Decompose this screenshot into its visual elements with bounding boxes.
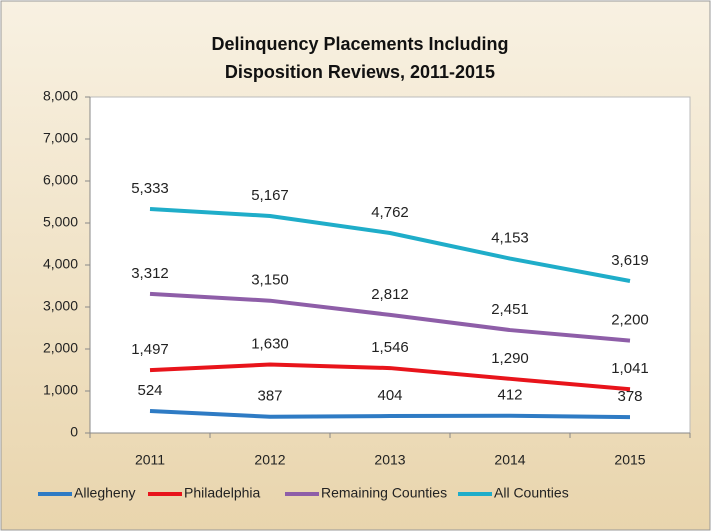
legend-label: All Counties: [494, 485, 569, 501]
legend-label: Philadelphia: [184, 485, 260, 501]
legend-label: Remaining Counties: [321, 485, 447, 501]
series-line: [149, 207, 631, 283]
data-label: 404: [377, 387, 402, 404]
y-tick-label: 5,000: [43, 214, 78, 230]
data-label: 4,762: [371, 204, 409, 221]
data-label: 3,312: [131, 265, 169, 282]
data-label: 1,497: [131, 341, 169, 358]
y-tick-label: 7,000: [43, 130, 78, 146]
data-label: 1,290: [491, 350, 529, 367]
data-label: 412: [497, 387, 522, 404]
data-label: 2,451: [491, 301, 529, 318]
data-label: 3,619: [611, 252, 649, 269]
x-tick-label: 2013: [374, 452, 405, 468]
series-line: [149, 362, 631, 392]
data-label: 2,812: [371, 286, 409, 303]
plot-area: [89, 96, 691, 434]
x-tick-label: 2014: [494, 452, 525, 468]
y-tick-label: 2,000: [43, 340, 78, 356]
data-label: 5,333: [131, 180, 169, 197]
y-tick-label: 3,000: [43, 298, 78, 314]
series-line: [149, 408, 631, 420]
x-tick-label: 2011: [135, 452, 165, 468]
data-label: 1,546: [371, 339, 409, 356]
data-label: 1,630: [251, 336, 289, 353]
chart-subtitle: Disposition Reviews, 2011-2015: [225, 62, 495, 82]
chart-title: Delinquency Placements Including: [211, 34, 508, 54]
data-label: 378: [617, 388, 642, 405]
series-line: [149, 291, 631, 343]
data-label: 5,167: [251, 187, 289, 204]
y-tick-label: 0: [70, 424, 78, 440]
data-label: 524: [137, 382, 162, 399]
data-label: 2,200: [611, 312, 649, 329]
legend-label: Allegheny: [74, 485, 136, 501]
y-tick-label: 6,000: [43, 172, 78, 188]
y-tick-label: 4,000: [43, 256, 78, 272]
x-tick-label: 2015: [614, 452, 645, 468]
y-tick-label: 1,000: [43, 382, 78, 398]
data-label: 3,150: [251, 272, 289, 289]
data-label: 387: [257, 388, 282, 405]
data-label: 1,041: [611, 360, 649, 377]
data-label: 4,153: [491, 230, 529, 247]
x-tick-label: 2012: [254, 452, 285, 468]
y-tick-label: 8,000: [43, 88, 78, 104]
